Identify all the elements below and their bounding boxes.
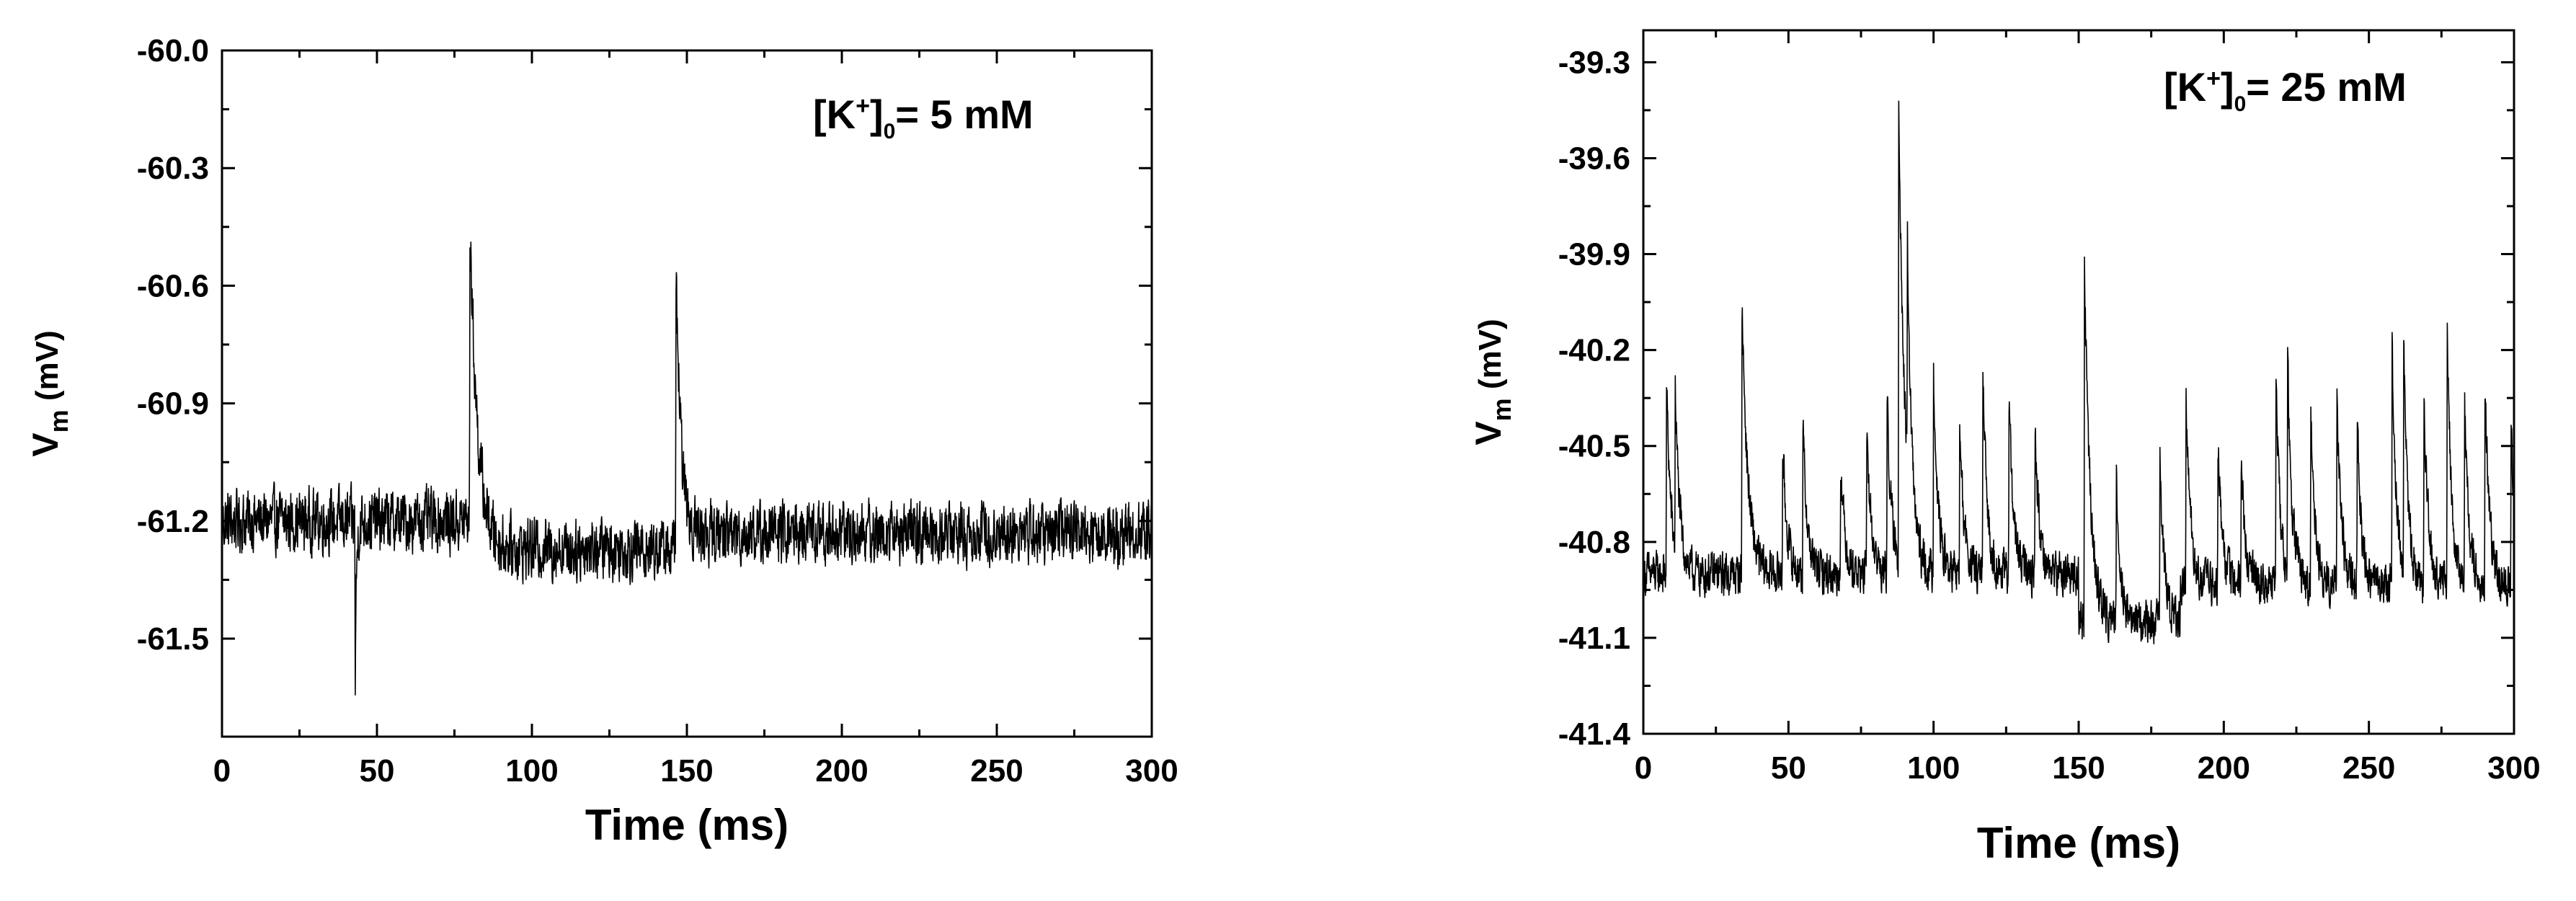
x-tick-label: 0 (1635, 750, 1652, 786)
x-tick-label: 200 (815, 753, 868, 789)
x-tick-label: 150 (660, 753, 713, 789)
x-axis-title: Time (ms) (1977, 819, 2180, 867)
y-tick-label: -60.6 (137, 268, 209, 303)
potassium-annotation: [K+]0= 25 mM (2164, 64, 2407, 116)
x-tick-label: 0 (213, 753, 231, 789)
y-axis-title: Vm (mV) (1468, 319, 1516, 445)
trace-series-0 (221, 241, 1152, 696)
y-tick-label: -61.5 (137, 621, 209, 657)
x-tick-label: 300 (2487, 750, 2540, 786)
x-tick-label: 100 (505, 753, 558, 789)
y-tick-label: -39.6 (1558, 141, 1630, 176)
x-tick-label: 150 (2052, 750, 2105, 786)
x-tick-label: 100 (1907, 750, 1960, 786)
y-tick-label: -61.2 (137, 504, 209, 539)
y-tick-label: -41.4 (1558, 716, 1631, 752)
y-tick-label: -60.9 (137, 386, 209, 422)
x-tick-label: 300 (1125, 753, 1178, 789)
chart-left-k5mM: 0 50 100 150 200 250 300 -60.0 -60.3 -60.6 -60.9 -6… (25, 33, 1178, 849)
potassium-annotation: [K+]0= 5 mM (813, 92, 1034, 143)
y-tick-label: -40.5 (1558, 429, 1630, 464)
y-tick-label: -39.9 (1558, 237, 1630, 272)
x-tick-label: 200 (2198, 750, 2250, 786)
y-tick-label: -60.0 (137, 33, 209, 68)
y-tick-label: -60.3 (137, 151, 209, 186)
y-tick-label: -41.1 (1558, 621, 1630, 656)
x-tick-label: 50 (1771, 750, 1806, 786)
x-tick-label: 50 (360, 753, 395, 789)
trace-series-0 (1643, 100, 2515, 644)
plot-frame (221, 49, 1153, 738)
y-tick-label: -39.3 (1558, 45, 1630, 80)
y-tick-label: -40.2 (1558, 333, 1630, 368)
y-axis-title: Vm (mV) (25, 330, 74, 456)
y-tick-label: -40.8 (1558, 525, 1630, 560)
x-axis-title: Time (ms) (585, 801, 789, 849)
x-tick-label: 250 (970, 753, 1023, 789)
chart-right-k25mM: 0 50 100 150 200 250 300 -39.3 -39.6 -39.9 -40.2 -4… (1468, 29, 2541, 867)
x-tick-label: 250 (2342, 750, 2395, 786)
